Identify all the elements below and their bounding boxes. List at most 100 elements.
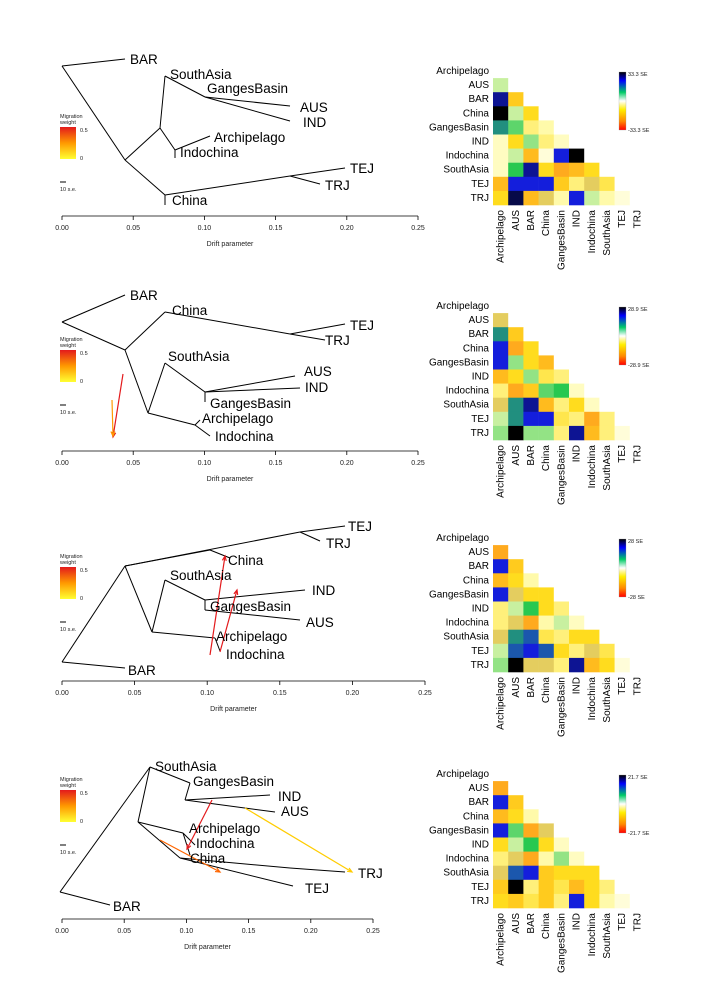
- heat-cell: [493, 64, 509, 79]
- col-label: AUS: [511, 210, 522, 231]
- tree-branch: [137, 821, 181, 859]
- col-label: BAR: [526, 677, 537, 698]
- panel-2: BARChinaTEJTRJSouthAsiaAUSINDGangesBasin…: [55, 288, 650, 505]
- tick-label: 0.25: [411, 225, 425, 232]
- heat-cell: [538, 837, 555, 852]
- leaf-label-southasia: SouthAsia: [168, 349, 230, 364]
- heat-cell: [493, 587, 509, 602]
- heat-cell: [523, 879, 539, 895]
- heat-cell: [569, 657, 585, 673]
- heat-cell: [614, 190, 631, 206]
- drift-axis: 0.00 0.05 0.10 0.15 0.20 0.25 Drift parameter: [55, 450, 425, 483]
- row-label: GangesBasin: [429, 589, 489, 600]
- heat-cell: [493, 341, 509, 356]
- se-colorbar: 21.7 SE -21.7 SE: [618, 774, 650, 837]
- panel-4: SouthAsiaGangesBasinINDAUSArchipelagoInd…: [55, 759, 650, 973]
- tree-branch: [214, 637, 221, 652]
- tree-branch: [204, 589, 306, 601]
- heat-cell: [553, 865, 570, 881]
- heat-cell: [599, 425, 615, 441]
- heat-cell: [508, 411, 524, 427]
- tick-label: 0.15: [242, 928, 256, 935]
- heat-cell: [508, 425, 524, 441]
- tick-label: 0.25: [418, 690, 432, 697]
- legend-title: Migration: [60, 554, 83, 560]
- leaf-label-indochina: Indochina: [196, 836, 255, 851]
- row-label: IND: [472, 604, 489, 615]
- row-label: AUS: [468, 315, 489, 326]
- heat-cell: [523, 559, 539, 574]
- tick-label: 0.05: [126, 460, 140, 467]
- heat-cell: [569, 425, 585, 441]
- col-label: China: [541, 677, 552, 704]
- heat-cell: [538, 106, 555, 121]
- col-label: TEJ: [617, 445, 628, 463]
- heat-cell: [553, 148, 570, 163]
- heat-cell: [508, 823, 524, 838]
- migration-edge: [112, 373, 124, 438]
- tree-branch: [184, 799, 276, 813]
- heat-cell: [508, 781, 524, 796]
- tree-branch: [61, 65, 126, 161]
- leaf-label-ind: IND: [303, 115, 327, 130]
- col-label: Indochina: [587, 677, 598, 721]
- tree-branch: [61, 321, 126, 351]
- heat-cell: [614, 643, 631, 659]
- heat-cell: [493, 162, 509, 178]
- heat-cell: [523, 795, 539, 810]
- heat-cell: [584, 176, 600, 192]
- leaf-label-china: China: [172, 193, 208, 208]
- heat-cell: [569, 837, 585, 852]
- se-min: -21.7 SE: [628, 831, 650, 837]
- row-label: TRJ: [471, 896, 489, 907]
- leaf-label-ind: IND: [305, 380, 329, 395]
- heat-cell: [508, 837, 524, 852]
- legend-title: Migration: [60, 777, 83, 783]
- leaf-label-bar: BAR: [113, 899, 141, 914]
- heat-cell: [508, 397, 524, 413]
- heat-cell: [538, 369, 555, 384]
- row-label: Indochina: [446, 618, 490, 629]
- legend-min: 0: [80, 379, 83, 385]
- heat-cell: [538, 601, 555, 616]
- row-label: TRJ: [471, 660, 489, 671]
- legend-max: 0.5: [80, 568, 88, 574]
- col-label: TRJ: [632, 210, 643, 228]
- leaf-label-indochina: Indochina: [226, 647, 285, 662]
- heat-cell: [553, 120, 570, 135]
- heat-cell: [553, 657, 570, 673]
- tick-label: 0.05: [126, 225, 140, 232]
- tree-branch: [299, 531, 321, 542]
- leaf-label-tej: TEJ: [348, 519, 372, 534]
- leaf-label-tej: TEJ: [350, 318, 374, 333]
- col-label: TEJ: [617, 677, 628, 695]
- row-label: Indochina: [446, 854, 490, 865]
- heat-cell: [538, 397, 555, 413]
- heat-cell: [538, 823, 555, 838]
- panel-3: TEJTRJChinaSouthAsiaINDGangesBasinAUSArc…: [55, 519, 646, 737]
- migration-edge: [111, 399, 114, 437]
- heat-cell: [493, 78, 509, 93]
- se-max: 21.7 SE: [628, 775, 648, 781]
- legend-colorbar: [60, 350, 76, 382]
- tick-label: 0.15: [269, 225, 283, 232]
- leaf-label-tej: TEJ: [305, 881, 329, 896]
- row-label: BAR: [468, 94, 489, 105]
- col-label: GangesBasin: [556, 913, 567, 973]
- heat-cell: [493, 615, 509, 630]
- row-label: China: [463, 811, 490, 822]
- scale-label: 10 s.e.: [60, 410, 77, 416]
- tree-branch: [149, 766, 191, 784]
- heat-cell: [523, 106, 539, 121]
- leaf-label-southasia: SouthAsia: [170, 568, 232, 583]
- tree-branch: [182, 832, 191, 856]
- heat-cell: [508, 176, 524, 192]
- legend-colorbar: [60, 790, 76, 822]
- heat-cell: [553, 601, 570, 616]
- se-colorbar: 33.3 SE -33.3 SE: [618, 71, 650, 134]
